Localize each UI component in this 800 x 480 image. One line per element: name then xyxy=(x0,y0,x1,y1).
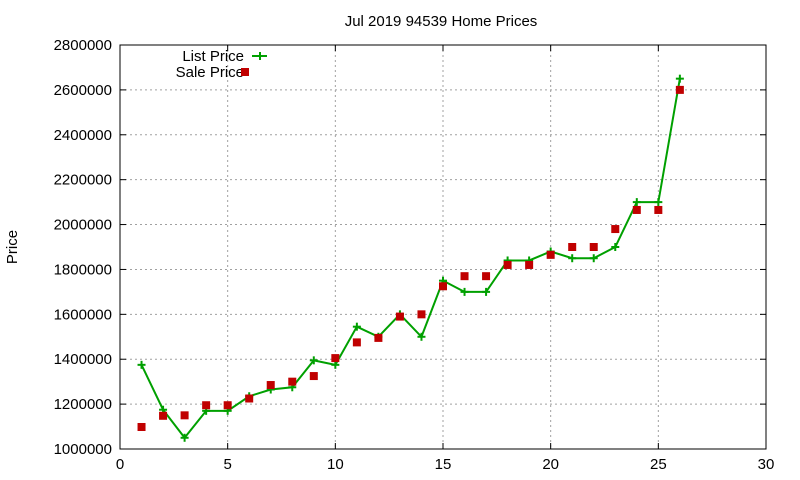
plus-marker xyxy=(632,198,641,207)
x-tick-label: 5 xyxy=(223,456,231,473)
square-marker xyxy=(331,354,340,363)
series-sale-price xyxy=(137,85,684,432)
legend-label: List Price xyxy=(182,48,244,65)
chart-title: Jul 2019 94539 Home Prices xyxy=(345,13,538,30)
square-marker xyxy=(568,243,577,251)
plus-marker xyxy=(417,332,426,341)
y-tick-label: 1600000 xyxy=(54,306,112,323)
y-tick-label: 2200000 xyxy=(54,172,112,189)
square-marker xyxy=(546,250,555,259)
square-marker xyxy=(223,401,232,410)
plus-marker xyxy=(137,360,146,369)
x-tick-label: 25 xyxy=(650,456,667,473)
series-list-price xyxy=(137,74,684,442)
square-marker xyxy=(180,411,189,420)
plus-marker xyxy=(331,360,340,369)
square-marker xyxy=(159,411,168,420)
y-tick-label: 2000000 xyxy=(54,217,112,234)
square-marker xyxy=(482,272,491,281)
tick-layer: 0 5 10 15 20 25 30 1000000 1200000 1400000 1600000… xyxy=(54,37,775,473)
x-tick-label: 15 xyxy=(435,456,452,473)
square-marker xyxy=(352,338,361,347)
square-marker xyxy=(288,377,297,386)
y-tick-label: 2800000 xyxy=(54,37,112,54)
x-tick-label: 10 xyxy=(327,456,344,473)
series-layer xyxy=(137,74,684,442)
square-marker xyxy=(374,333,383,342)
y-tick-label: 1000000 xyxy=(54,441,112,458)
plus-marker xyxy=(482,287,491,296)
square-marker xyxy=(525,260,534,269)
y-tick-label: 1800000 xyxy=(54,261,112,278)
legend-square-swatch xyxy=(241,68,249,76)
plus-marker xyxy=(180,433,189,442)
x-tick-label: 20 xyxy=(542,456,559,473)
square-marker xyxy=(266,381,275,390)
square-marker xyxy=(417,310,426,319)
square-marker xyxy=(245,394,254,403)
x-tick-label: 30 xyxy=(758,456,775,473)
y-tick-label: 2600000 xyxy=(54,82,112,99)
x-tick-label: 0 xyxy=(116,456,124,473)
y-axis-label: Price xyxy=(4,230,21,264)
square-marker xyxy=(589,243,598,251)
grid-layer xyxy=(120,45,766,449)
series-line xyxy=(140,78,681,440)
square-marker xyxy=(309,372,318,381)
plus-marker xyxy=(589,254,598,263)
square-marker xyxy=(395,312,404,321)
square-marker xyxy=(503,260,512,269)
square-marker xyxy=(137,423,146,432)
square-marker xyxy=(439,282,447,291)
plus-marker xyxy=(654,198,663,207)
square-marker xyxy=(632,205,641,214)
legend-label: Sale Price xyxy=(176,64,244,81)
plus-marker xyxy=(352,322,361,331)
plus-marker xyxy=(309,356,318,365)
plus-marker xyxy=(460,287,469,296)
square-marker xyxy=(675,85,684,94)
y-tick-label: 1400000 xyxy=(54,351,112,368)
y-tick-label: 1200000 xyxy=(54,396,112,413)
plot-frame xyxy=(119,44,767,450)
plus-marker xyxy=(568,254,577,263)
plus-marker xyxy=(675,74,684,83)
square-marker xyxy=(202,401,211,410)
plus-marker xyxy=(611,243,620,251)
square-marker xyxy=(611,225,620,234)
square-marker xyxy=(460,272,469,281)
y-tick-label: 2400000 xyxy=(54,127,112,144)
square-marker xyxy=(654,205,663,214)
